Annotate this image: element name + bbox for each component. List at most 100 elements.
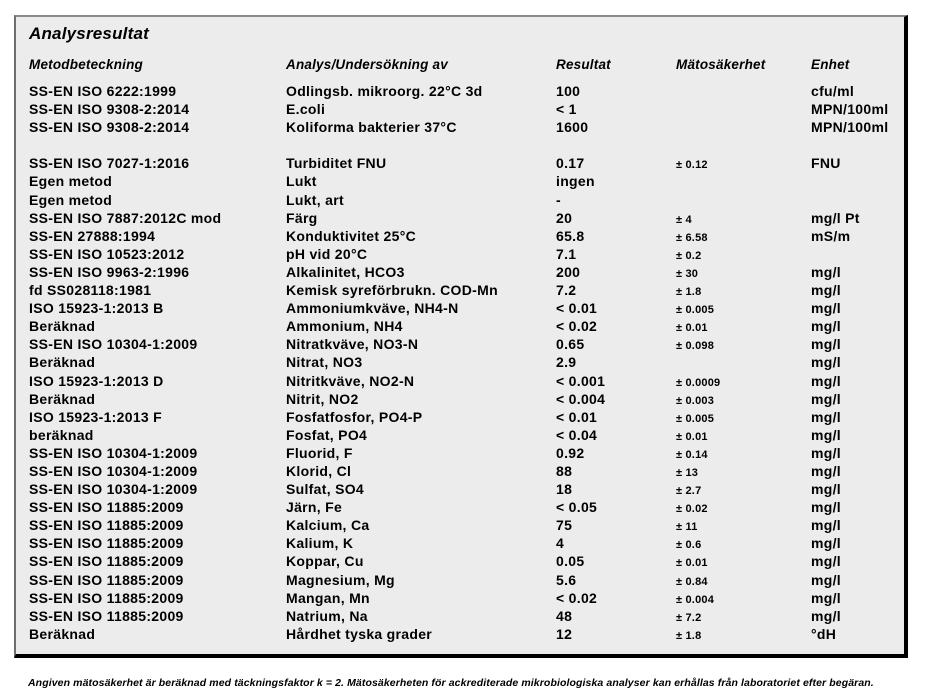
table-row: Beräknad Ammonium, NH4 < 0.02 ± 0.01 mg/… bbox=[29, 317, 898, 335]
analysis-cell: Klorid, Cl bbox=[286, 462, 352, 479]
result-cell: 12 bbox=[556, 625, 573, 642]
method-cell: Beräknad bbox=[29, 318, 96, 335]
method-cell: SS-EN ISO 10304-1:2009 bbox=[29, 462, 198, 479]
uncertainty-cell: ± 0.01 bbox=[676, 557, 708, 570]
table-row: SS-EN ISO 9963-2:1996 Alkalinitet, HCO3 … bbox=[29, 263, 898, 281]
group-spacer-row bbox=[29, 136, 898, 154]
table-row: Egen metod Lukt ingen bbox=[29, 172, 898, 190]
unit-cell: mg/l Pt bbox=[811, 209, 860, 226]
table-row: beräknad Fosfat, PO4 < 0.04 ± 0.01 mg/l bbox=[29, 426, 898, 444]
unit-cell: mg/l bbox=[811, 607, 841, 624]
result-cell: < 0.04 bbox=[556, 426, 598, 443]
result-cell: < 0.001 bbox=[556, 372, 606, 389]
result-cell: 7.1 bbox=[556, 245, 577, 262]
unit-cell: cfu/ml bbox=[811, 83, 855, 99]
result-cell: 65.8 bbox=[556, 227, 585, 244]
method-cell: SS-EN ISO 10304-1:2009 bbox=[29, 481, 198, 498]
table-row: ISO 15923-1:2013 D Nitritkväve, NO2-N < … bbox=[29, 372, 898, 390]
unit-cell: mg/l bbox=[811, 553, 841, 570]
table-header-row: Metodbeteckning Analys/Undersökning av R… bbox=[29, 55, 898, 74]
uncertainty-cell: ± 0.0009 bbox=[676, 376, 721, 389]
uncertainty-cell: ± 1.8 bbox=[676, 286, 702, 299]
result-cell: 48 bbox=[556, 607, 573, 624]
table-row: SS-EN ISO 11885:2009 Kalium, K 4 ± 0.6 m… bbox=[29, 534, 898, 552]
unit-cell: mg/l bbox=[811, 481, 841, 498]
unit-cell: mS/m bbox=[811, 227, 851, 244]
table-row: Egen metod Lukt, art - bbox=[29, 191, 898, 209]
uncertainty-cell: ± 0.6 bbox=[676, 539, 702, 552]
uncertainty-cell: ± 4 bbox=[676, 213, 692, 226]
method-cell: beräknad bbox=[29, 426, 94, 443]
method-cell: Egen metod bbox=[29, 173, 113, 190]
result-cell: 200 bbox=[556, 263, 581, 280]
unit-cell: mg/l bbox=[811, 300, 841, 317]
method-cell: SS-EN ISO 9308-2:2014 bbox=[29, 119, 190, 136]
unit-cell: mg/l bbox=[811, 499, 841, 516]
analysis-results-panel: Analysresultat Metodbeteckning Analys/Un… bbox=[14, 15, 908, 658]
table-row: SS-EN ISO 11885:2009 Magnesium, Mg 5.6 ±… bbox=[29, 571, 898, 589]
result-cell: < 1 bbox=[556, 101, 577, 118]
method-cell: SS-EN ISO 9963-2:1996 bbox=[29, 263, 190, 280]
result-cell: 0.65 bbox=[556, 336, 585, 353]
unit-cell: mg/l bbox=[811, 571, 841, 588]
unit-cell: mg/l bbox=[811, 444, 841, 461]
table-row: Beräknad Hårdhet tyska grader 12 ± 1.8 °… bbox=[29, 625, 898, 643]
column-header-method: Metodbeteckning bbox=[29, 57, 144, 72]
analysis-cell: Natrium, Na bbox=[286, 607, 368, 624]
analysis-cell: Nitrit, NO2 bbox=[286, 390, 359, 407]
result-cell: 20 bbox=[556, 209, 573, 226]
unit-cell: mg/l bbox=[811, 263, 841, 280]
page-title: Analysresultat bbox=[29, 24, 149, 43]
table-row: SS-EN ISO 9308-2:2014 Koliforma bakterie… bbox=[29, 118, 898, 136]
table-row: SS-EN ISO 11885:2009 Kalcium, Ca 75 ± 11… bbox=[29, 516, 898, 534]
result-cell: < 0.004 bbox=[556, 390, 606, 407]
analysis-cell: Magnesium, Mg bbox=[286, 571, 395, 588]
uncertainty-cell: ± 0.84 bbox=[676, 575, 708, 588]
unit-cell: mg/l bbox=[811, 354, 841, 371]
result-cell: 88 bbox=[556, 462, 573, 479]
analysis-cell: Fosfat, PO4 bbox=[286, 426, 368, 443]
analysis-cell: Konduktivitet 25°C bbox=[286, 227, 417, 244]
method-cell: SS-EN ISO 11885:2009 bbox=[29, 589, 184, 606]
uncertainty-footnote: Angiven mätosäkerhet är beräknad med täc… bbox=[28, 676, 874, 689]
uncertainty-cell: ± 0.005 bbox=[676, 412, 715, 425]
table-row: Beräknad Nitrit, NO2 < 0.004 ± 0.003 mg/… bbox=[29, 390, 898, 408]
unit-cell: mg/l bbox=[811, 390, 841, 407]
table-row: Beräknad Nitrat, NO3 2.9 mg/l bbox=[29, 353, 898, 371]
method-cell: SS-EN ISO 11885:2009 bbox=[29, 499, 184, 516]
unit-cell: mg/l bbox=[811, 336, 841, 353]
results-table-rows: SS-EN ISO 6222:1999 Odlingsb. mikroorg. … bbox=[29, 82, 898, 643]
analysis-cell: Färg bbox=[286, 209, 318, 226]
result-cell: 5.6 bbox=[556, 571, 577, 588]
analysis-cell: Koliforma bakterier 37°C bbox=[286, 119, 457, 136]
analysis-cell: Kalium, K bbox=[286, 535, 354, 552]
unit-cell: MPN/100ml bbox=[811, 101, 889, 118]
result-cell: ingen bbox=[556, 173, 595, 190]
table-row: SS-EN ISO 10523:2012 pH vid 20°C 7.1 ± 0… bbox=[29, 245, 898, 263]
table-row: SS-EN ISO 11885:2009 Mangan, Mn < 0.02 ±… bbox=[29, 589, 898, 607]
method-cell: fd SS028118:1981 bbox=[29, 282, 152, 299]
method-cell: SS-EN ISO 7887:2012C mod bbox=[29, 209, 222, 226]
table-row: fd SS028118:1981 Kemisk syreförbrukn. CO… bbox=[29, 281, 898, 299]
analysis-cell: Lukt bbox=[286, 173, 317, 190]
table-row: SS-EN ISO 11885:2009 Järn, Fe < 0.05 ± 0… bbox=[29, 498, 898, 516]
result-cell: 7.2 bbox=[556, 282, 577, 299]
analysis-cell: Turbiditet FNU bbox=[286, 155, 387, 172]
uncertainty-cell: ± 7.2 bbox=[676, 611, 702, 624]
uncertainty-cell: ± 0.01 bbox=[676, 430, 708, 443]
uncertainty-cell: ± 6.58 bbox=[676, 231, 708, 244]
uncertainty-cell: ± 2.7 bbox=[676, 485, 702, 498]
analysis-cell: Hårdhet tyska grader bbox=[286, 625, 433, 642]
column-header-result: Resultat bbox=[556, 57, 611, 72]
analysis-cell: Fluorid, F bbox=[286, 444, 353, 461]
table-row: SS-EN ISO 11885:2009 Koppar, Cu 0.05 ± 0… bbox=[29, 552, 898, 570]
unit-cell: FNU bbox=[811, 155, 841, 172]
result-cell: < 0.01 bbox=[556, 408, 598, 425]
result-cell: 0.92 bbox=[556, 444, 585, 461]
result-cell: < 0.02 bbox=[556, 318, 598, 335]
table-row: SS-EN ISO 10304-1:2009 Klorid, Cl 88 ± 1… bbox=[29, 462, 898, 480]
uncertainty-cell: ± 0.02 bbox=[676, 503, 708, 516]
method-cell: ISO 15923-1:2013 F bbox=[29, 408, 163, 425]
result-cell: < 0.05 bbox=[556, 499, 598, 516]
